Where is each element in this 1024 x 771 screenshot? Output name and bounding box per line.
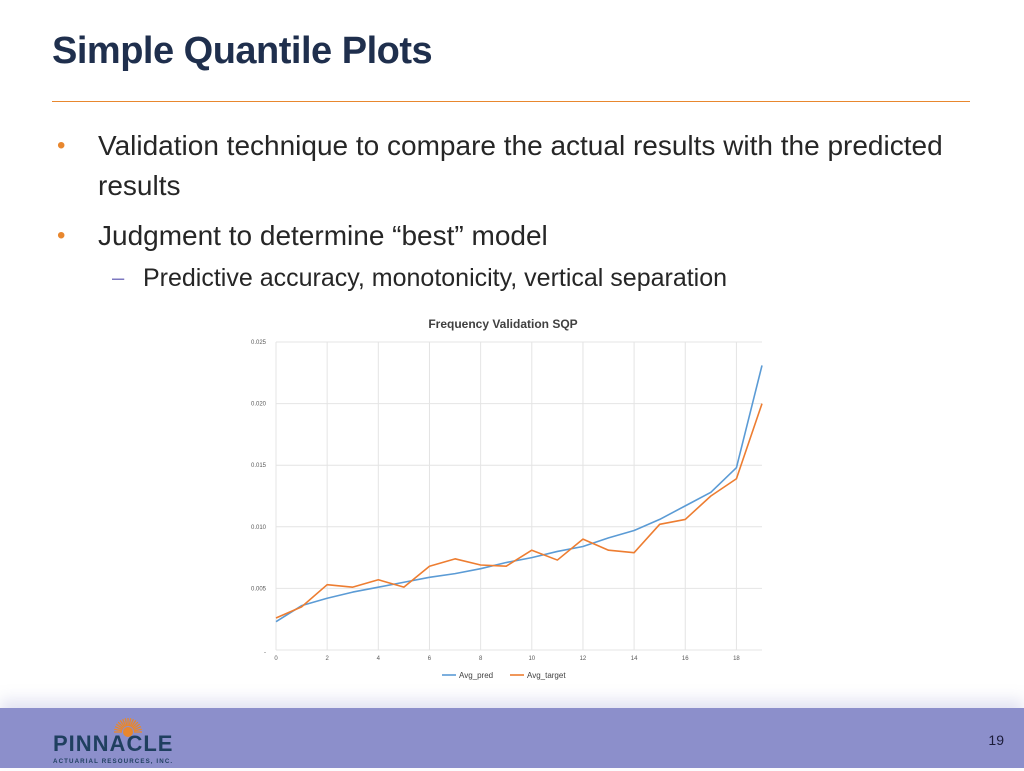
bullet-marker-icon: • xyxy=(57,132,66,159)
bullet-text: Validation technique to compare the actu… xyxy=(98,130,943,201)
x-tick-label: 12 xyxy=(580,656,587,662)
y-tick-label: 0.005 xyxy=(251,586,267,592)
y-tick-label: - xyxy=(264,650,266,656)
chart-title: Frequency Validation SQP xyxy=(428,317,577,331)
y-tick-label: 0.015 xyxy=(251,463,267,469)
x-tick-label: 18 xyxy=(733,656,740,662)
bullet-item: • Validation technique to compare the ac… xyxy=(54,126,974,206)
sub-bullet-dash-icon: – xyxy=(112,265,125,290)
sub-bullet-text: Predictive accuracy, monotonicity, verti… xyxy=(143,264,728,292)
x-tick-label: 2 xyxy=(325,656,329,662)
x-tick-label: 10 xyxy=(528,656,535,662)
x-tick-label: 8 xyxy=(479,656,483,662)
footer-bar: PINNACLE ACTUARIAL RESOURCES, INC. 19 xyxy=(0,708,1024,768)
series-line-avg-pred xyxy=(275,365,763,623)
title-divider xyxy=(52,101,970,102)
frequency-validation-chart: Frequency Validation SQP - 0.005 0.010 0.015… xyxy=(251,317,763,680)
x-tick-label: 0 xyxy=(274,656,278,662)
logo-wordmark: PINNACLE xyxy=(53,731,173,756)
logo-tagline: ACTUARIAL RESOURCES, INC. xyxy=(53,758,173,765)
y-tick-label: 0.010 xyxy=(251,525,267,531)
x-tick-label: 4 xyxy=(377,656,381,662)
bullet-text: Judgment to determine “best” model xyxy=(98,220,548,251)
legend-label: Avg_target xyxy=(527,671,566,680)
x-tick-label: 6 xyxy=(428,656,432,662)
x-tick-label: 14 xyxy=(631,656,638,662)
y-tick-label: 0.020 xyxy=(251,402,267,408)
sub-bullet-item: – Predictive accuracy, monotonicity, ver… xyxy=(54,260,974,296)
bullet-item: • Judgment to determine “best” model xyxy=(54,216,974,256)
bullet-list: • Validation technique to compare the ac… xyxy=(54,126,974,296)
chart-container: Frequency Validation SQP - 0.005 0.010 0.015… xyxy=(240,308,780,688)
slide-title: Simple Quantile Plots xyxy=(52,30,433,72)
pinnacle-logo: PINNACLE ACTUARIAL RESOURCES, INC. xyxy=(45,710,195,766)
page-number: 19 xyxy=(988,732,1004,748)
legend-label: Avg_pred xyxy=(459,671,493,680)
x-tick-label: 16 xyxy=(682,656,689,662)
y-tick-label: 0.025 xyxy=(251,340,267,346)
series-line-avg-target xyxy=(275,403,763,619)
bullet-marker-icon: • xyxy=(57,222,66,249)
